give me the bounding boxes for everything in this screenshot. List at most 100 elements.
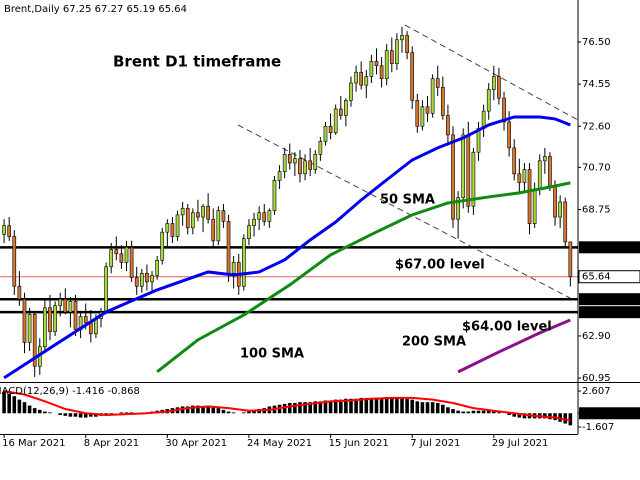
macd-bar xyxy=(359,397,363,414)
candle-body xyxy=(405,35,409,54)
macd-bar xyxy=(206,406,210,414)
candle-body xyxy=(440,87,445,116)
candle-body xyxy=(272,179,277,211)
candle-body xyxy=(344,100,348,116)
level-label: 64.60 xyxy=(582,294,611,305)
sma-line xyxy=(457,318,571,374)
macd-bar xyxy=(282,403,287,414)
candle-body xyxy=(354,71,358,84)
macd-bar xyxy=(43,411,47,414)
candle-body xyxy=(420,106,425,127)
candle-body xyxy=(221,210,226,222)
x-tick-label: 15 Jun 2021 xyxy=(329,438,389,449)
macd-bar xyxy=(211,407,216,414)
macd-bar xyxy=(48,412,52,414)
candle-body xyxy=(58,298,63,306)
y-tick-label: 62.90 xyxy=(582,331,611,342)
candle-body xyxy=(242,238,246,287)
candle-body xyxy=(247,225,251,239)
macd-y-tick-label: 0.00 xyxy=(590,408,612,419)
x-tick-label: 29 Jul 2021 xyxy=(492,438,549,449)
macd-bar xyxy=(461,411,466,414)
macd-bar xyxy=(12,396,17,414)
candle-body xyxy=(2,225,6,235)
macd-bar xyxy=(349,398,353,414)
macd-bar xyxy=(226,411,231,414)
candle-body xyxy=(7,225,12,237)
candle-body xyxy=(389,50,394,64)
macd-bar xyxy=(568,413,573,426)
candle-body xyxy=(185,208,190,229)
candle-body xyxy=(201,205,205,218)
x-tick-label: 7 Jul 2021 xyxy=(410,438,460,449)
macd-bar xyxy=(405,398,409,414)
level-tag xyxy=(579,241,640,254)
macd-bar xyxy=(119,412,124,414)
macd-bar xyxy=(486,410,491,414)
macd-bar xyxy=(247,411,251,414)
candle-body xyxy=(252,218,256,226)
candle-body xyxy=(527,169,532,224)
candle-body xyxy=(313,154,318,170)
candle-body xyxy=(119,253,124,263)
macd-bar xyxy=(410,399,414,414)
macd-bar xyxy=(231,412,236,414)
candle-body xyxy=(48,307,52,332)
macd-bar xyxy=(379,397,384,414)
candle-body xyxy=(22,298,27,343)
candle-body xyxy=(537,160,542,190)
candle-body xyxy=(63,298,68,313)
macd-bar xyxy=(328,400,333,414)
macd-bar xyxy=(364,397,369,414)
macd-bar xyxy=(441,404,445,414)
candle-body xyxy=(318,141,323,155)
candle-body xyxy=(532,188,537,224)
candle-body xyxy=(486,89,491,112)
y-tick-label: 70.70 xyxy=(582,162,611,173)
channel-upper xyxy=(404,24,578,121)
macd-bar xyxy=(313,401,318,414)
y-tick-label: 74.55 xyxy=(582,79,611,90)
candle-body xyxy=(476,128,481,153)
macd-bar xyxy=(22,402,27,414)
candle-body xyxy=(548,156,552,188)
level-label: 64.00 xyxy=(582,307,611,318)
macd-y-tick-label: 2.607 xyxy=(582,386,611,397)
candle-body xyxy=(216,210,221,242)
level-annotation: $67.00 level xyxy=(395,258,485,273)
macd-bar xyxy=(2,391,6,414)
y-tick-label: 60.95 xyxy=(582,373,611,384)
candle-body xyxy=(456,197,460,220)
candle-body xyxy=(68,301,73,313)
candle-body xyxy=(293,158,297,164)
macd-bar xyxy=(425,402,430,414)
candle-body xyxy=(150,275,154,283)
candle-body xyxy=(461,134,466,198)
candle-body xyxy=(88,322,93,335)
macd-bar xyxy=(293,403,297,414)
candle-body xyxy=(298,158,302,175)
candle-body xyxy=(277,171,282,181)
candle-body xyxy=(425,106,430,114)
macd-bar xyxy=(420,402,425,414)
candle-body xyxy=(466,134,471,207)
macd-bar xyxy=(481,410,486,414)
candle-body xyxy=(308,160,313,170)
level-tag xyxy=(579,306,640,319)
macd-zero-tag xyxy=(579,407,640,420)
candle-body xyxy=(369,61,374,77)
candle-body xyxy=(384,50,389,79)
macd-bar xyxy=(221,409,226,414)
macd-bar xyxy=(58,413,62,415)
channel-lower xyxy=(237,124,571,299)
candle-body xyxy=(491,76,496,90)
candle-body xyxy=(129,247,134,278)
candle-body xyxy=(446,115,450,136)
level-label: 67.00 xyxy=(582,242,611,253)
candle-body xyxy=(415,100,420,127)
macd-bar xyxy=(563,413,568,424)
candle-body xyxy=(109,249,114,268)
candle-body xyxy=(323,125,328,142)
